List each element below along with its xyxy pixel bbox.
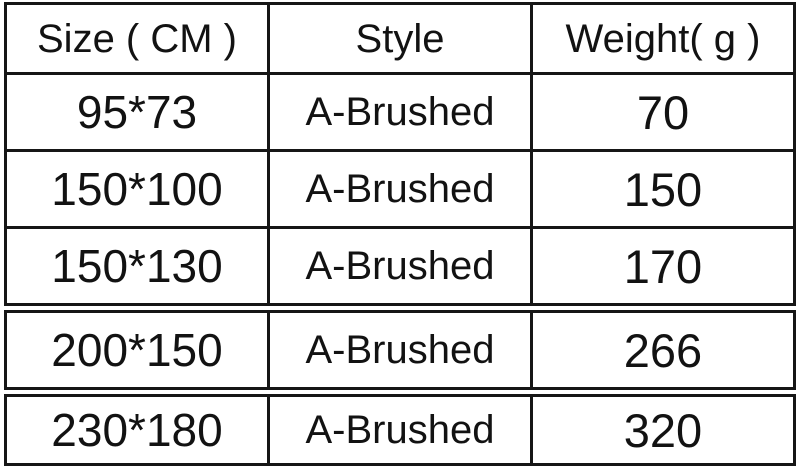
cell-size: 230*180 <box>4 394 270 466</box>
cell-weight: 170 <box>530 226 796 306</box>
table-row: 150*100 A-Brushed 150 <box>4 149 796 229</box>
cell-style: A-Brushed <box>267 394 533 466</box>
cell-size: 150*100 <box>4 149 270 229</box>
table-row: 150*130 A-Brushed 170 <box>4 226 796 306</box>
column-header-style: Style <box>267 2 533 75</box>
cell-weight: 150 <box>530 149 796 229</box>
cell-size: 150*130 <box>4 226 270 306</box>
table-row: 95*73 A-Brushed 70 <box>4 72 796 152</box>
cell-style: A-Brushed <box>267 72 533 152</box>
column-header-size: Size ( CM ) <box>4 2 270 75</box>
table-header-row: Size ( CM ) Style Weight( g ) <box>4 2 796 75</box>
cell-size: 95*73 <box>4 72 270 152</box>
cell-size: 200*150 <box>4 310 270 390</box>
table-row: 200*150 A-Brushed 266 <box>4 310 796 390</box>
cell-style: A-Brushed <box>267 226 533 306</box>
cell-weight: 266 <box>530 310 796 390</box>
cell-weight: 70 <box>530 72 796 152</box>
table-row: 230*180 A-Brushed 320 <box>4 394 796 466</box>
cell-weight: 320 <box>530 394 796 466</box>
cell-style: A-Brushed <box>267 149 533 229</box>
product-spec-table: Size ( CM ) Style Weight( g ) 95*73 A-Br… <box>4 2 796 466</box>
cell-style: A-Brushed <box>267 310 533 390</box>
column-header-weight: Weight( g ) <box>530 2 796 75</box>
